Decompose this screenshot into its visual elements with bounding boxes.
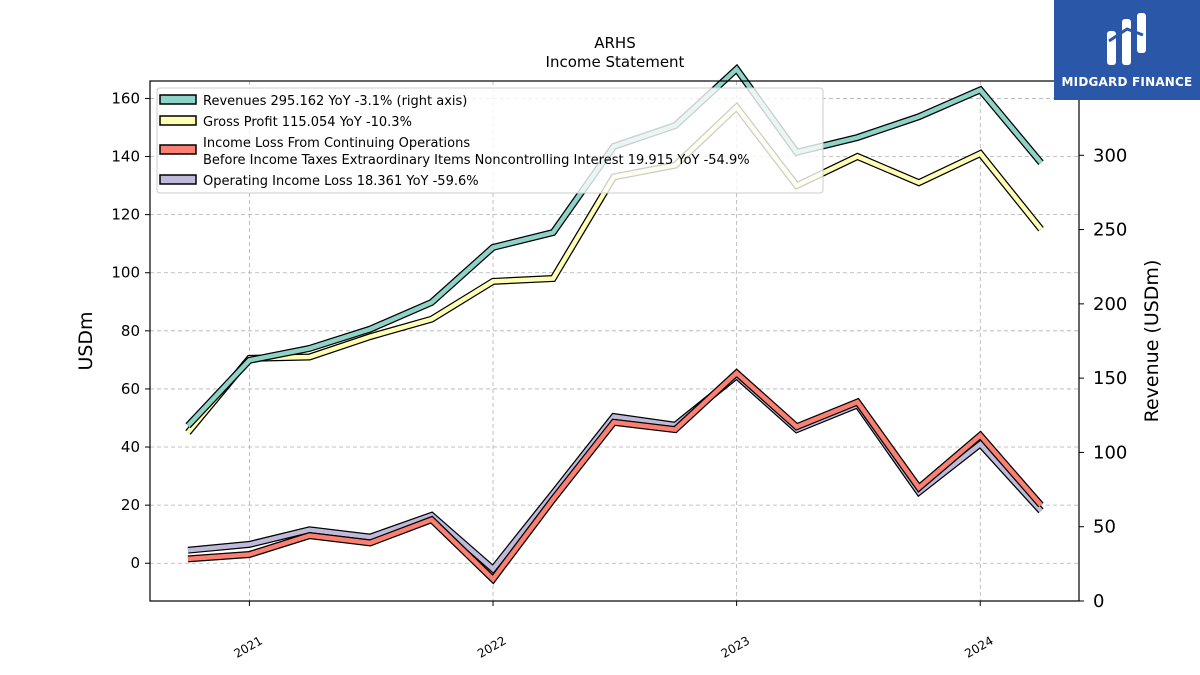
x-tick-label: 2023 xyxy=(719,633,752,660)
legend-swatch-gross_profit xyxy=(159,115,197,126)
legend-swatch-revenues xyxy=(159,94,197,105)
plot-frame xyxy=(149,80,1080,602)
legend-label-operating_income: Operating Income Loss 18.361 YoY -59.6% xyxy=(203,174,479,189)
brand-name: MIDGARD FINANCE xyxy=(1061,75,1193,89)
y-tick-label-left: 0 xyxy=(130,554,140,572)
y-tick-label-left: 140 xyxy=(111,148,140,166)
legend-label-gross_profit: Gross Profit 115.054 YoY -10.3% xyxy=(203,115,412,130)
legend-swatch-income_before_taxes xyxy=(159,144,197,155)
logo-mark-icon xyxy=(1107,13,1146,65)
y-tick-label-right: 150 xyxy=(1093,368,1127,389)
series-line-operating_income xyxy=(187,372,1043,573)
legend-label-revenues: Revenues 295.162 YoY -3.1% (right axis) xyxy=(203,94,467,109)
y-tick-label-right: 300 xyxy=(1093,145,1127,166)
legend-label-income_before_taxes: Income Loss From Continuing Operations Be… xyxy=(203,136,750,168)
y-tick-label-left: 100 xyxy=(111,264,140,282)
y-tick-label-right: 250 xyxy=(1093,220,1127,241)
y-tick-label-right: 50 xyxy=(1093,517,1116,538)
y-tick-label-right: 100 xyxy=(1093,442,1127,463)
chart-subtitle: Income Statement xyxy=(546,53,685,71)
brand-logo: MIDGARD FINANCE xyxy=(1054,0,1200,100)
chart-title: ARHS xyxy=(594,34,635,52)
series-line-income_before_taxes xyxy=(187,369,1043,583)
y-tick-label-left: 60 xyxy=(121,380,140,398)
x-tick-label: 2021 xyxy=(231,633,264,660)
y-tick-label-left: 80 xyxy=(121,322,140,340)
legend-box xyxy=(156,87,824,194)
y-tick-label-right: 200 xyxy=(1093,294,1127,315)
x-tick-label: 2022 xyxy=(475,633,508,660)
legend-swatch-operating_income xyxy=(159,174,197,185)
y-tick-label-left: 160 xyxy=(111,89,140,107)
y-tick-label-right: 0 xyxy=(1093,591,1104,612)
legend: Revenues 295.162 YoY -3.1% (right axis) G… xyxy=(156,87,824,194)
y-axis-label-right: Revenue (USDm) xyxy=(1141,260,1163,423)
y-tick-label-left: 40 xyxy=(121,438,140,456)
y-tick-label-left: 120 xyxy=(111,206,140,224)
x-tick-label: 2024 xyxy=(962,633,995,660)
series-outline-operating_income xyxy=(187,371,1044,575)
y-axis-label-left: USDm xyxy=(75,311,97,370)
y-tick-label-left: 20 xyxy=(121,496,140,514)
